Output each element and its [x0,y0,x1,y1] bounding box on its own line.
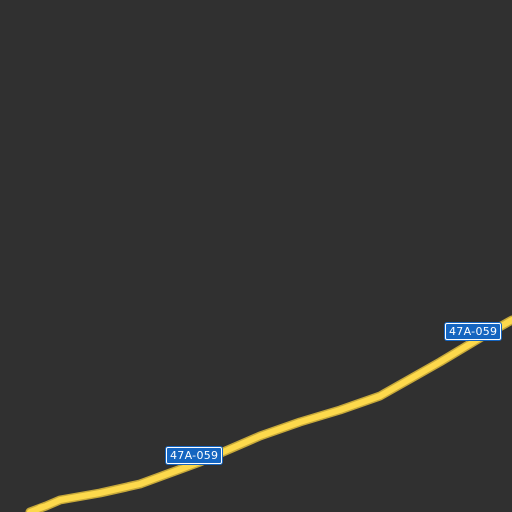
highway-road-casing [25,315,512,512]
highway-road [27,317,512,512]
road-shield-upper: 47A-059 [445,323,502,340]
road-shield-lower: 47A-059 [166,447,223,464]
highway-road-spur [28,502,52,512]
